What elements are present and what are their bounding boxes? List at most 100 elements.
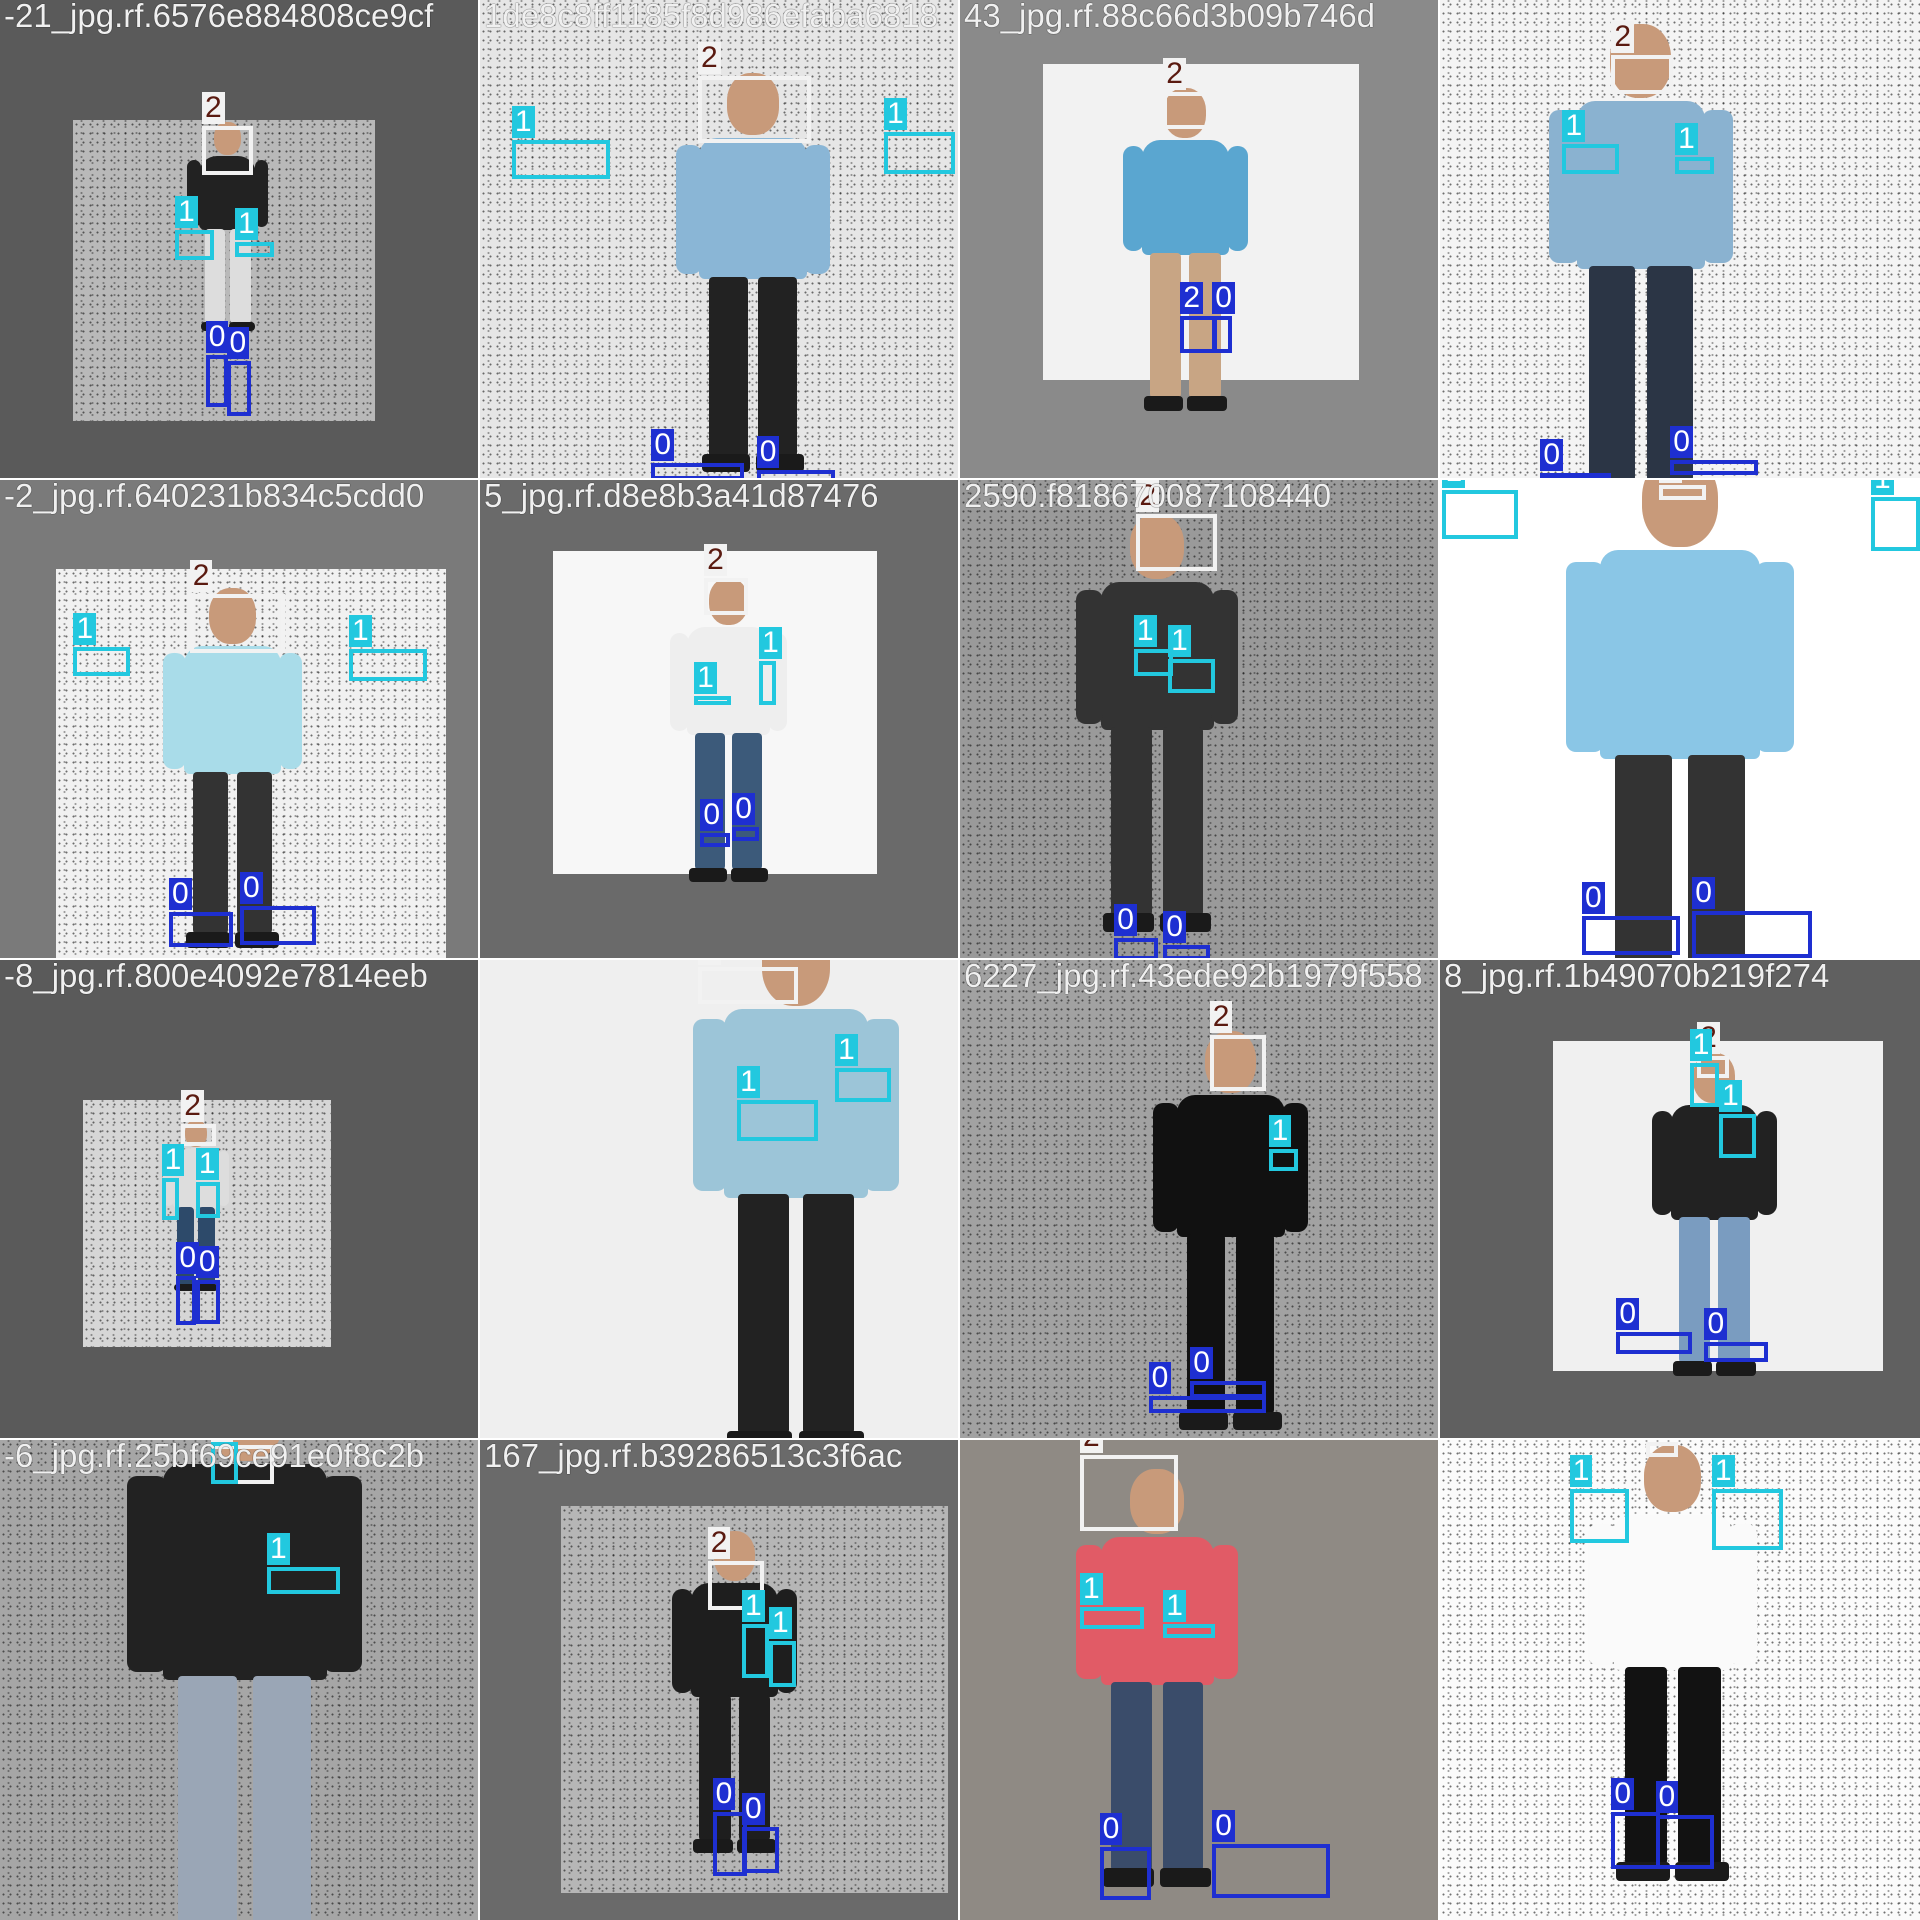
bbox-label: 2 (704, 543, 727, 576)
figure-shoe (1716, 1361, 1756, 1376)
bbox-label: 1 (1719, 1080, 1742, 1113)
bbox-label: 0 (205, 321, 229, 354)
image-tile: 211008_jpg.rf.1b49070b219f274 (1440, 960, 1920, 1440)
bbox-class-0 (195, 1279, 221, 1324)
figure-torso (162, 1464, 328, 1680)
bbox-label: 0 (651, 428, 675, 461)
image-filename: 5_jpg.rf.d8e8b3a41d87476 (484, 480, 879, 514)
bbox-class-1 (161, 1177, 179, 1220)
bbox-label: 2 (1180, 281, 1204, 314)
figure-arm (1588, 1523, 1617, 1665)
figure-arm (127, 1476, 167, 1673)
bbox-label: 2 (1611, 21, 1635, 54)
image-filename: 2590.f818670087108440 (964, 480, 1332, 514)
person-figure (672, 1530, 798, 1864)
bbox-label: 1 (1871, 480, 1894, 496)
bbox-label: 0 (1190, 1347, 1213, 1380)
bbox-label: 1 (835, 1033, 858, 1066)
figure-torso (1100, 1536, 1214, 1685)
bbox-class-1 (1711, 1488, 1783, 1551)
image-filename: -6_jpg.rf.25bf69ce91e0f8c2b (4, 1440, 425, 1474)
bbox-class-0 (168, 912, 233, 947)
bbox-label: 2 (707, 1527, 731, 1560)
bbox-class-0 (176, 1275, 196, 1325)
figure-legs (1162, 727, 1203, 916)
figure-arm (1226, 146, 1248, 251)
bbox-label: 0 (756, 436, 780, 469)
bbox-label: 0 (168, 878, 192, 911)
bbox-class-2 (697, 967, 799, 1005)
figure-arm (1211, 1544, 1238, 1680)
bbox-class-1 (210, 1442, 238, 1485)
bbox-class-0 (240, 906, 316, 946)
image-tile: 2 1 1 0 0 -8_jpg.rf.800e4092e7814eeb (0, 960, 480, 1440)
figure-shoe (1187, 396, 1227, 411)
image-filename: -8_jpg.rf.800e4092e7814eeb (4, 960, 428, 994)
bbox-class-2 (1136, 514, 1218, 571)
figure-shoe (229, 321, 255, 332)
bbox-class-1 (1562, 144, 1619, 174)
bbox-label: 2 (189, 559, 213, 592)
figure-arm (1755, 1111, 1777, 1216)
figure-legs (802, 1194, 855, 1435)
bbox-label: 2 (697, 960, 721, 966)
figure-arm (1076, 589, 1104, 725)
bbox-label: 0 (226, 327, 250, 360)
figure-arm (1122, 146, 1144, 251)
figure-shoe (689, 867, 727, 882)
bbox-class-1 (235, 242, 275, 258)
bbox-class-2 (704, 577, 749, 615)
bbox-label: 1 (511, 105, 535, 138)
figure-legs (709, 276, 748, 457)
bbox-label: 0 (742, 1792, 765, 1825)
bbox-label: 1 (1569, 1454, 1593, 1487)
bbox-class-1 (1871, 497, 1920, 552)
bbox-class-0 (1148, 1395, 1267, 1414)
figure-legs (1615, 755, 1673, 958)
figure-shoe (1233, 1411, 1283, 1430)
bbox-label: 1 (737, 1065, 760, 1098)
bbox-class-0 (700, 832, 730, 848)
bbox-label: 0 (1540, 438, 1564, 471)
figure-arm (672, 1588, 694, 1693)
bbox-label: 0 (1670, 426, 1693, 459)
bbox-label: 1 (1133, 614, 1157, 647)
bbox-class-2 (1209, 1034, 1267, 1091)
figure-torso (1670, 1105, 1758, 1220)
bbox-label: 1 (210, 1440, 234, 1443)
bbox-label: 0 (1163, 911, 1186, 944)
bbox-class-1 (1080, 1606, 1144, 1629)
figure-legs (1588, 266, 1635, 478)
person-figure (675, 73, 831, 478)
image-tile: 2 1 1 0 0 (960, 1440, 1440, 1920)
bbox-label: 0 (240, 872, 263, 905)
figure-legs (758, 276, 797, 457)
bbox-class-1 (195, 1181, 221, 1219)
bbox-class-1 (1163, 1623, 1215, 1639)
figure-legs (1111, 727, 1152, 916)
person-figure (1122, 88, 1248, 421)
figure-shoe (1643, 477, 1703, 478)
figure-legs (193, 771, 228, 935)
bbox-label: 1 (161, 1143, 185, 1176)
bbox-label: 0 (1655, 1780, 1679, 1813)
figure-arm (323, 1476, 363, 1673)
bbox-class-0 (1212, 315, 1232, 353)
image-filename: 6227_jpg.rf.43ede92b1979f558 (964, 960, 1423, 994)
bbox-label: 0 (700, 798, 724, 831)
figure-arm (669, 632, 690, 731)
bbox-label: 0 (712, 1778, 736, 1811)
figure-torso (1600, 550, 1760, 760)
bbox-class-0 (1655, 1814, 1715, 1869)
bbox-label: 1 (1562, 110, 1586, 143)
bbox-class-1 (1168, 658, 1215, 694)
figure-arm (864, 1019, 899, 1191)
bbox-label: 1 (235, 208, 258, 241)
image-tile: 2 1 1 0 0 2590.f818670087108440 (960, 480, 1440, 960)
image-tile: 121-6_jpg.rf.25bf69ce91e0f8c2b (0, 1440, 480, 1920)
bbox-label: 1 (266, 1533, 290, 1566)
bbox-class-0 (1114, 937, 1159, 958)
bbox-class-2 (189, 593, 286, 653)
image-tile: 2 1 1 0 0 -21_jpg.rf.6576e884808ce9cf (0, 0, 480, 480)
bbox-label: 1 (1689, 1028, 1713, 1061)
